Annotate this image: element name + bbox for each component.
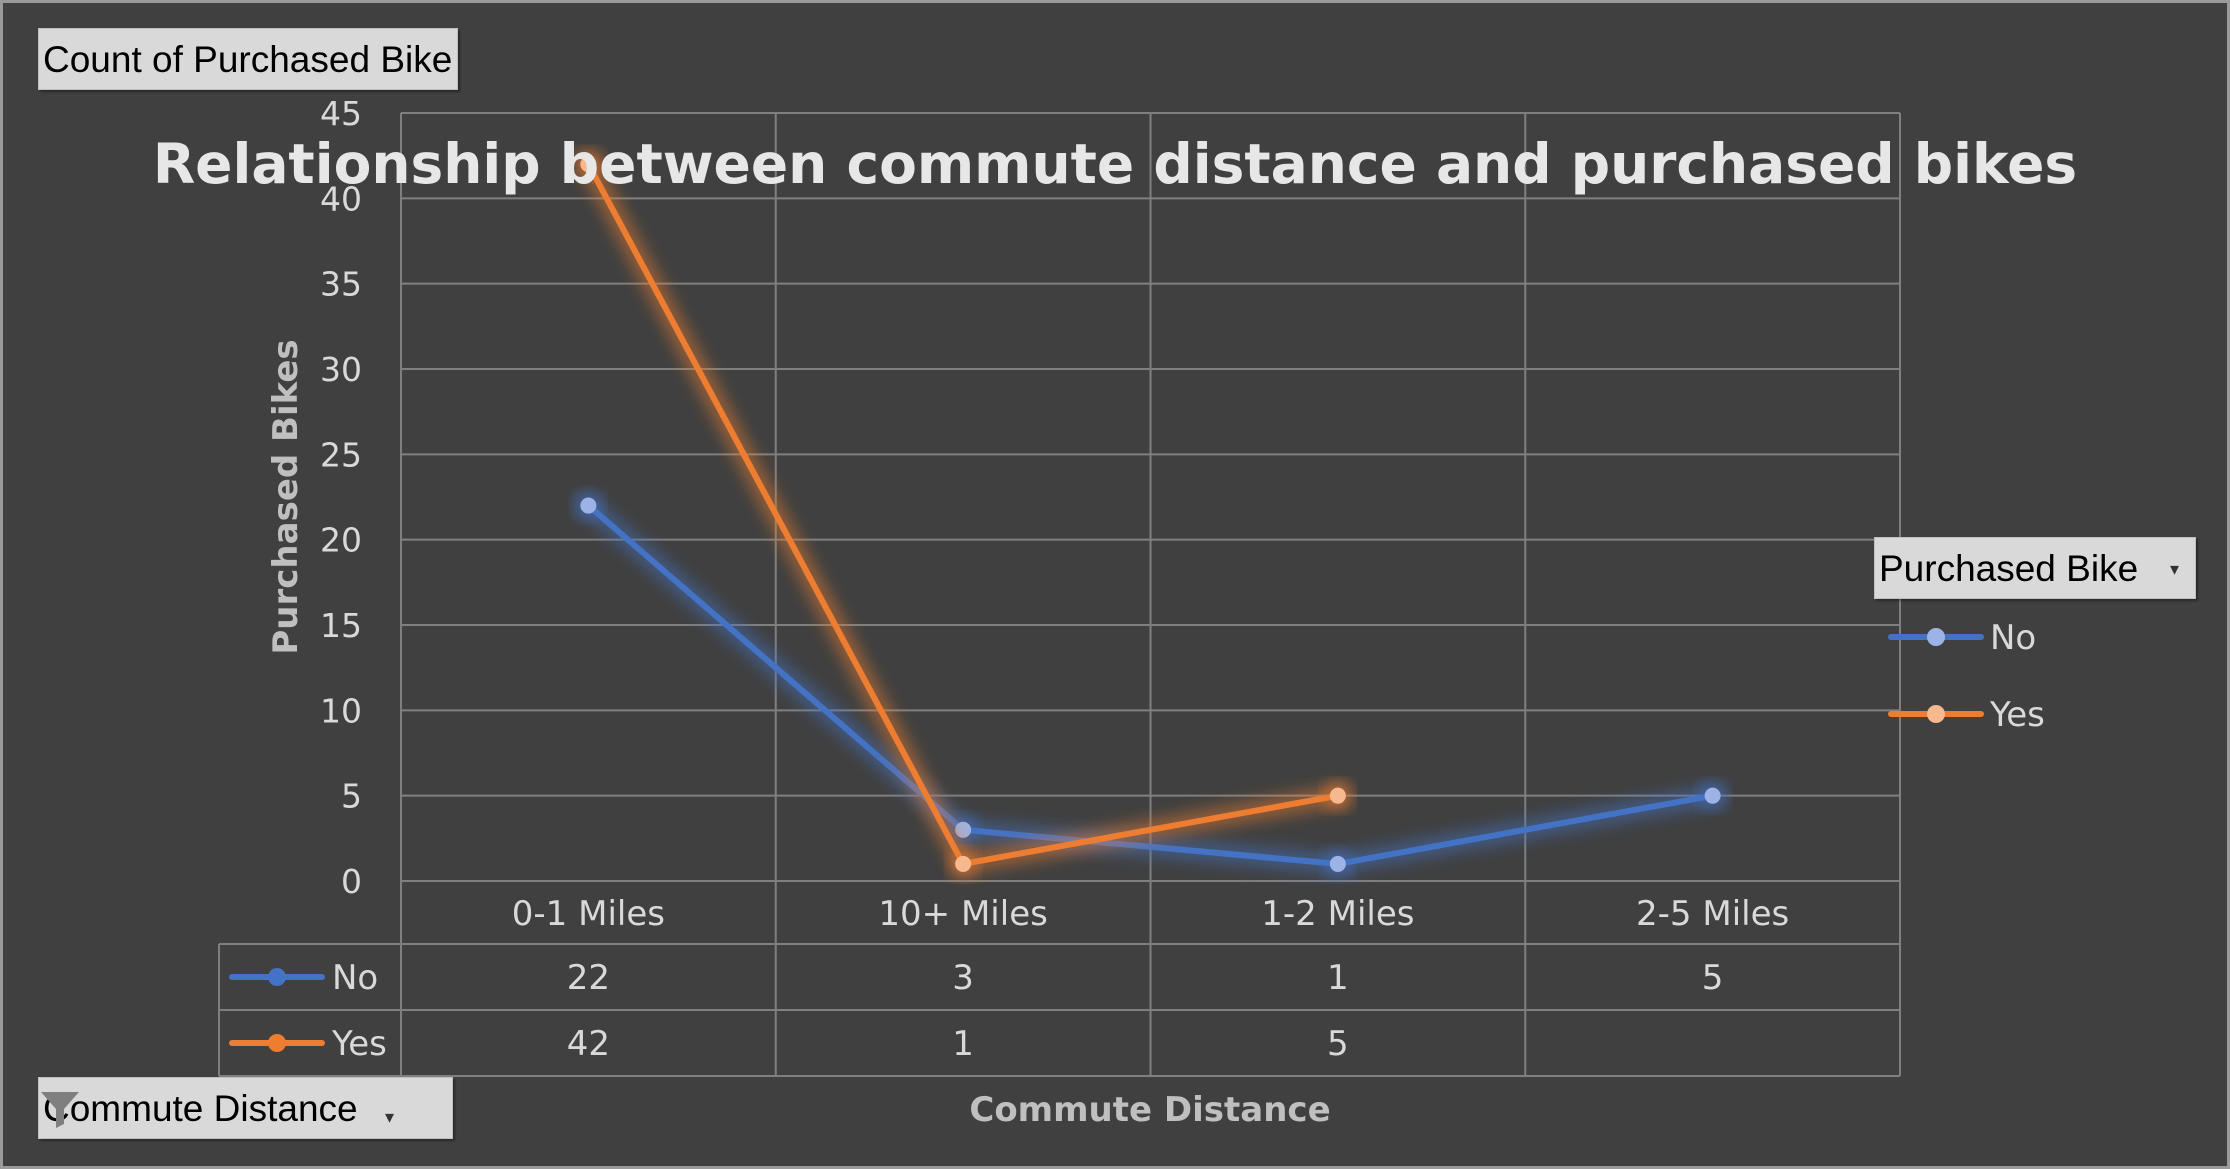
y-tick-label: 45 <box>320 94 362 133</box>
x-tick-label: 0-1 Miles <box>512 894 665 934</box>
x-tick-label: 2-5 Miles <box>1636 894 1789 934</box>
y-tick-label: 10 <box>320 691 362 730</box>
table-cell-value: 42 <box>567 1024 610 1064</box>
table-series-name: No <box>332 958 378 998</box>
value-field-button[interactable]: Count of Purchased Bike <box>38 28 458 90</box>
chevron-down-icon: ▾ <box>384 1107 394 1127</box>
y-tick-label: 5 <box>341 777 362 816</box>
table-cell-value: 5 <box>1702 958 1724 998</box>
legend-label: No <box>1990 618 2036 658</box>
data-point-no <box>1329 855 1346 872</box>
chevron-down-icon: ▾ <box>2169 559 2179 579</box>
data-table: 0-1 Miles 10+ Miles 1-2 Miles 2-5 Miles No 22… <box>218 880 1901 1077</box>
series-layer <box>574 150 1727 878</box>
data-point-yes <box>1329 787 1346 804</box>
table-cell-value: 1 <box>952 1024 974 1064</box>
table-cell-value: 1 <box>1327 958 1349 998</box>
series-glow <box>579 155 1347 873</box>
y-tick-label: 15 <box>320 606 362 645</box>
x-tick-label: 10+ Miles <box>878 894 1047 934</box>
table-legend-key-marker <box>268 968 286 986</box>
series-line-no <box>585 502 1716 867</box>
series-line-yes <box>585 161 1341 867</box>
filter-icon <box>41 1092 79 1128</box>
chart-title: Relationship between commute distance an… <box>153 132 2077 196</box>
y-axis-ticks: 0 5 10 15 20 25 30 35 40 45 <box>320 94 362 901</box>
data-point-no <box>580 497 597 514</box>
y-tick-label: 30 <box>320 350 362 389</box>
legend: No Yes <box>1888 618 2045 735</box>
y-axis-label: Purchased Bikes <box>266 339 306 654</box>
table-series-name: Yes <box>331 1024 387 1064</box>
y-tick-label: 0 <box>341 862 362 901</box>
y-tick-label: 25 <box>320 435 362 474</box>
x-axis-label: Commute Distance <box>969 1090 1330 1130</box>
data-point-yes <box>955 855 972 872</box>
legend-key-marker <box>1927 705 1945 723</box>
data-point-yes <box>580 156 597 173</box>
legend-field-label: Purchased Bike <box>1879 548 2139 589</box>
y-tick-label: 35 <box>320 265 362 304</box>
x-tick-label: 1-2 Miles <box>1261 894 1414 934</box>
y-tick-label: 20 <box>320 521 362 560</box>
table-legend-key-marker <box>268 1034 286 1052</box>
table-cell-value: 22 <box>567 958 610 998</box>
data-point-no <box>955 821 972 838</box>
data-point-no <box>1704 787 1721 804</box>
y-tick-label: 40 <box>320 179 362 218</box>
legend-key-marker <box>1927 628 1945 646</box>
gridlines <box>400 112 1901 881</box>
legend-label: Yes <box>1989 695 2045 735</box>
value-field-label: Count of Purchased Bike <box>43 39 453 80</box>
table-cell-value: 3 <box>952 958 974 998</box>
legend-field-button[interactable]: Purchased Bike ▾ <box>1874 537 2196 599</box>
axis-field-label: Commute Distance <box>43 1088 358 1129</box>
axis-field-button[interactable]: Commute Distance ▾ <box>38 1077 453 1139</box>
table-cell-value: 5 <box>1327 1024 1349 1064</box>
